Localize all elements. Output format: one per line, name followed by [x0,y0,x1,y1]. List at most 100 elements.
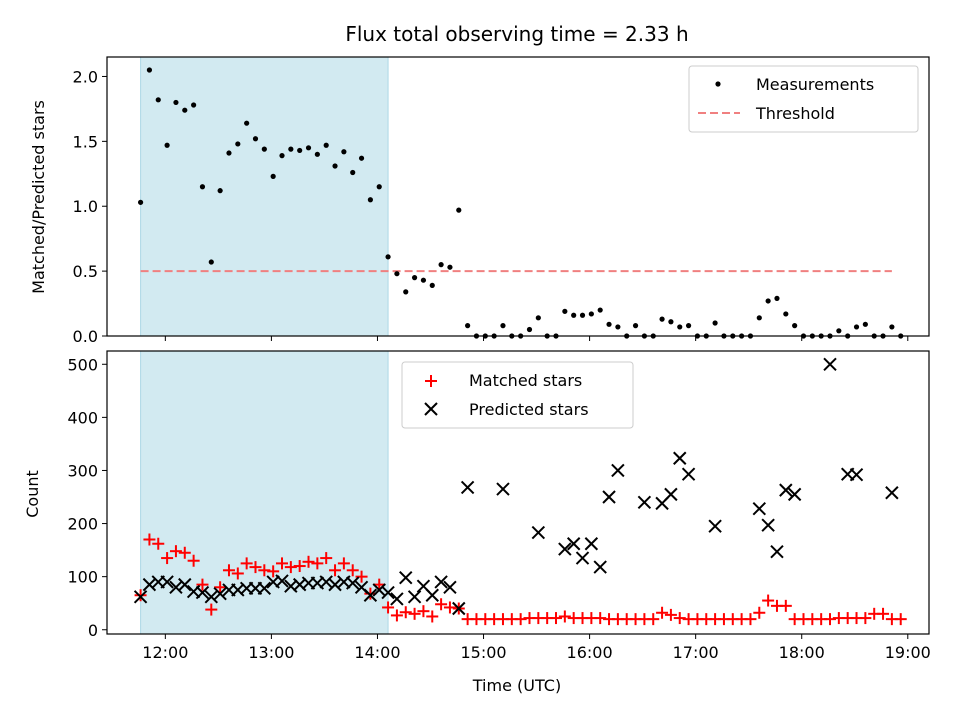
top-y-axis: 0.0 0.5 1.0 1.5 2.0 [73,67,107,346]
matched-star-point [417,605,430,618]
bottom-x-tick-label: 15:00 [460,643,506,662]
measurement-point [297,147,303,154]
measurement-point [685,323,692,329]
measurement-point [182,107,188,113]
matched-star-point [894,613,907,626]
predicted-star-point [558,542,572,556]
measurement-point [385,254,391,260]
predicted-star-point [637,495,652,510]
matched-star-point [196,578,209,591]
matched-star-point [647,613,660,626]
measurement-point [500,323,506,329]
predicted-star-point [257,581,272,596]
matched-star-point [779,599,792,612]
measurement-point [889,324,895,330]
predicted-star-point [566,537,581,551]
measurement-point [526,326,533,333]
measurement-point [217,188,223,194]
measurement-point [853,324,860,330]
legend-threshold-label: Threshold [755,104,835,123]
measurement-point [632,323,639,329]
measurement-point [659,316,665,322]
matched-star-point [222,564,235,577]
predicted-star-point [160,575,174,589]
predicted-star-point [611,463,625,478]
matched-star-point [249,561,262,574]
measurement-point [155,97,161,103]
measurement-point [314,151,320,157]
matched-star-point [231,567,244,580]
predicted-star-point [133,590,148,604]
matched-star-point [408,607,421,620]
matched-star-point [399,606,412,619]
matched-star-point [753,606,766,619]
measurement-point [252,136,259,142]
measurement-point [261,146,267,152]
measurement-point [677,324,683,330]
predicted-star-point [407,590,422,604]
measurement-point [208,259,214,265]
bottom-plot-frame [106,350,930,635]
top-panel: Flux total observing time = 2.33 h 0.00.… [29,22,930,346]
predicted-star-point [328,577,342,592]
measurement-point [332,163,338,169]
predicted-star-point [761,518,775,532]
measurement-point [367,197,373,203]
predicted-star-point [381,585,395,600]
measurement-point [358,155,365,161]
matched-star-point [178,546,191,559]
measurement-point [836,328,842,334]
legend-predicted-label: Predicted stars [469,400,589,419]
predicted-star-point [602,490,616,504]
matched-star-point [859,612,872,625]
measurement-point [146,67,153,73]
legend-matched-marker [425,375,437,387]
matched-star-point [134,589,147,602]
predicted-star-point [390,592,404,606]
bottom-y-tick-label: 200 [67,515,98,534]
measurement-point [606,321,612,327]
matched-stars-series [134,533,907,626]
measurement-point [137,199,144,205]
measurement-point [173,99,179,106]
matched-star-point [187,554,200,567]
predicted-star-point [708,519,722,533]
bottom-y-axis: 0 100 200 300 400 500 [67,355,107,640]
predicted-star-point [823,357,837,371]
measurement-point [535,315,541,321]
predicted-star-point [142,577,157,592]
matched-star-point [267,565,280,578]
measurement-point [579,312,586,318]
measurement-point [420,277,427,283]
bottom-y-tick-label: 300 [67,461,98,480]
measurement-point [712,320,718,326]
predicted-star-point [178,577,192,592]
bottom-x-tick-label: 16:00 [567,643,613,662]
predicted-star-point [425,588,439,602]
measurement-point [288,146,294,152]
measurement-point [765,298,771,304]
measurement-point [244,120,250,126]
measurement-point [376,184,382,190]
matched-star-point [877,607,890,620]
top-y-axis-label: Matched/Predicted stars [29,100,48,294]
measurement-point [783,311,789,317]
predicted-star-point [752,501,767,516]
matched-star-point [594,612,607,625]
bottom-y-tick-label: 0 [88,621,98,640]
matched-star-point [337,557,350,570]
legend-predicted-marker [424,402,438,416]
measurement-point [668,319,674,325]
predicted-star-point [787,487,802,502]
matched-star-point [329,564,342,577]
measurement-point [588,311,594,317]
measurement-point [562,308,568,314]
predicted-star-point [363,588,378,602]
matched-star-point [824,613,837,626]
matched-star-point [762,594,775,607]
predicted-star-point [770,544,784,559]
matched-star-point [320,552,333,565]
predicted-star-point [399,571,413,585]
measurement-point [571,312,577,318]
predicted-stars-series [133,357,899,616]
